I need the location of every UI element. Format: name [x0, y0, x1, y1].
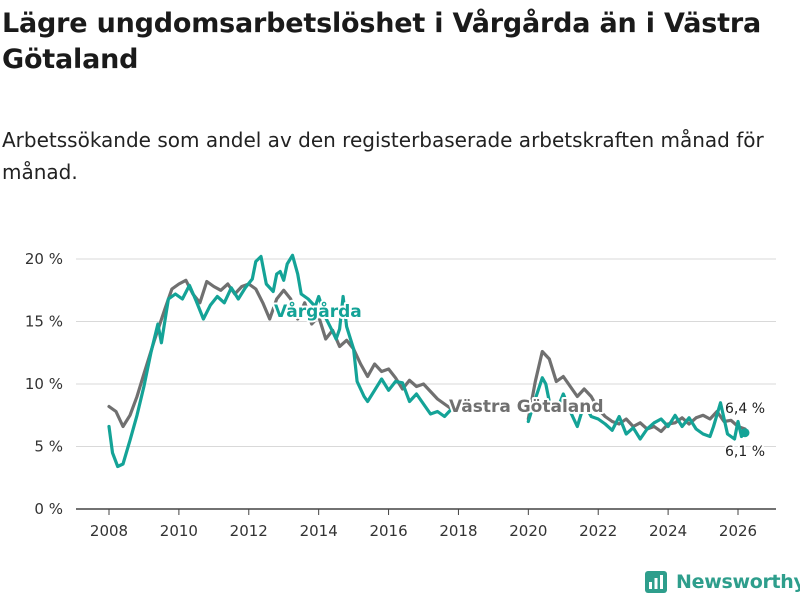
chart-title: Lägre ungdomsarbetslöshet i Vårgårda än …: [2, 8, 761, 75]
end-label-vastra-gotaland: 6,4 %: [725, 401, 765, 417]
end-label-vargarda: 6,1 %: [725, 444, 765, 460]
x-tick-label: 2018: [439, 522, 477, 540]
x-tick-label: 2010: [160, 522, 198, 540]
x-tick-label: 2022: [579, 522, 617, 540]
grid-lines: [76, 258, 776, 447]
series-line-vastra-gotaland: [107, 278, 454, 429]
newsworthy-logo[interactable]: Newsworthy: [644, 566, 800, 598]
x-tick-label: 2014: [300, 522, 338, 540]
x-tick-label: 2020: [509, 522, 547, 540]
series-labels: Vårgårda Västra Götaland 6,4 % 6,1 %: [272, 298, 767, 462]
chart-subtitle: Arbetssökande som andel av den registerb…: [2, 128, 764, 184]
series-label-vastra-gotaland: Västra Götaland: [449, 397, 604, 417]
y-tick-label: 15 %: [25, 313, 63, 331]
x-tick-label: 2012: [230, 522, 268, 540]
series-lines: [107, 253, 750, 469]
series-line-vastra-gotaland: [526, 349, 747, 434]
y-tick-label: 10 %: [25, 375, 63, 393]
x-axis: 2008 2010 2012 2014 2016 2018 2020 2022 2024 2026: [76, 508, 776, 540]
y-tick-label: 5 %: [34, 438, 63, 456]
x-tick-label: 2016: [369, 522, 407, 540]
brand-name: Newsworthy: [676, 571, 800, 593]
x-tick-label: 2026: [719, 522, 757, 540]
x-tick-label: 2008: [90, 522, 128, 540]
y-tick-label: 0 %: [34, 500, 63, 518]
y-axis: 0 % 5 % 10 % 15 % 20 %: [25, 250, 63, 518]
series-line-vargarda: [107, 253, 454, 469]
series-label-vargarda: Vårgårda: [274, 300, 362, 322]
y-tick-label: 20 %: [25, 250, 63, 268]
series-line-vargarda: [526, 376, 747, 441]
newsworthy-icon: [645, 571, 667, 593]
x-tick-label: 2024: [649, 522, 687, 540]
end-point-vargarda: [740, 428, 750, 438]
